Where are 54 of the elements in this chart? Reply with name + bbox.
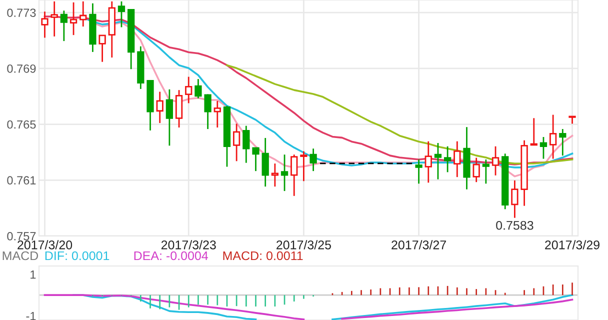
x-tick-label: 2017/3/27 — [392, 240, 446, 250]
y-tick-label: 0.761 — [7, 176, 36, 185]
candlestick — [482, 158, 490, 184]
y-tick-label: 0.765 — [7, 120, 36, 129]
annotation: 0.7583 — [496, 220, 534, 230]
candlestick — [472, 157, 480, 183]
candlestick — [242, 125, 250, 164]
y-tick-label: 1 — [30, 270, 36, 279]
candlestick — [415, 158, 422, 184]
candlestick — [118, 0, 126, 28]
y-tick-label: 0.773 — [7, 8, 36, 17]
x-tick-label: 2017/3/20 — [18, 240, 72, 250]
candlestick — [559, 128, 566, 156]
candlestick — [98, 34, 106, 63]
candlestick — [60, 10, 68, 42]
text: DEA: -0.0004 — [134, 251, 208, 260]
candlestick — [232, 123, 240, 162]
chart-title: MACD — [2, 251, 38, 260]
candlestick — [166, 88, 174, 146]
candlestick — [434, 142, 442, 180]
candlestick — [50, 0, 58, 38]
candlestick — [214, 100, 221, 128]
candlestick — [185, 76, 192, 104]
candlestick — [271, 162, 279, 188]
candlestick — [530, 117, 538, 146]
candlestick — [280, 154, 288, 192]
y-tick-label: 0.769 — [7, 64, 36, 73]
candlestick — [252, 147, 260, 172]
candlestick — [424, 140, 432, 184]
candlestick — [156, 91, 164, 124]
candlestick — [492, 146, 500, 176]
candlestick — [290, 154, 298, 197]
candlestick — [41, 10, 48, 38]
text: MACD: 0.0011 — [223, 251, 303, 260]
candlestick — [454, 140, 461, 178]
candlestick — [540, 136, 548, 160]
candlestick — [194, 78, 202, 100]
candlestick — [511, 180, 518, 219]
x-tick-label: 2017/3/29 — [545, 240, 600, 250]
candlestick — [204, 94, 212, 130]
candlestick — [310, 148, 317, 172]
candlestick — [444, 146, 452, 173]
line-series — [226, 64, 574, 164]
candlestick — [175, 89, 183, 128]
candlestick — [549, 114, 557, 160]
x-tick-label: 2017/3/23 — [161, 240, 216, 250]
y-tick-label: 0.757 — [7, 232, 36, 240]
text: DIF: 0.0001 — [45, 251, 110, 260]
candlestick — [262, 137, 269, 188]
candlestick — [80, 0, 87, 28]
candlestick — [300, 150, 308, 182]
candlestick — [70, 2, 78, 36]
y-tick-label: -1 — [26, 312, 36, 320]
x-tick-label: 2017/3/25 — [276, 240, 331, 250]
